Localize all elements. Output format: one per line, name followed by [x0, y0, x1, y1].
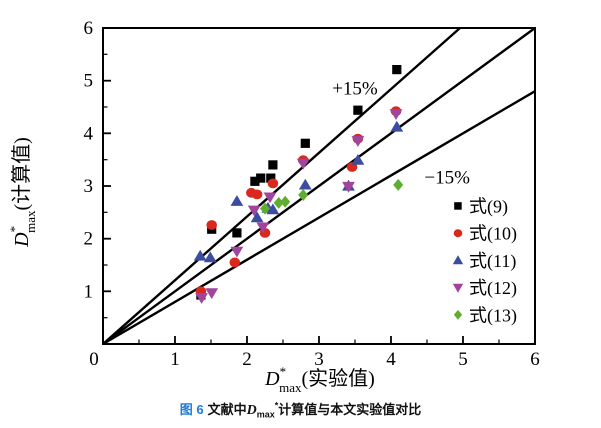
figure-number: 图 6: [179, 402, 204, 417]
point-eq11: [203, 251, 217, 263]
y-tick-label: 3: [84, 176, 94, 197]
ref-line-minus15: [102, 90, 536, 346]
legend-label-eq11: 式(11): [469, 251, 516, 272]
ref-line-label-plus15: +15%: [332, 79, 378, 100]
legend-item-eq9: 式(9): [454, 197, 508, 218]
point-eq12: [351, 136, 365, 147]
point-eq10: [206, 220, 217, 230]
point-eq9: [268, 160, 278, 170]
x-tick-label: 5: [458, 349, 468, 370]
y-tick-label: 5: [84, 71, 94, 92]
legend-marker-eq9: [454, 202, 462, 210]
point-eq9: [266, 173, 276, 183]
point-eq11: [390, 120, 404, 132]
caption-text-post: 计算值与本文实验值对比: [278, 402, 422, 417]
legend-label-eq13: 式(13): [469, 305, 517, 326]
point-eq12: [256, 222, 270, 234]
ref-line-label-minus15: −15%: [424, 168, 470, 189]
legend: 式(9) 式(10) 式(11) 式(12) 式(13): [452, 197, 517, 326]
point-eq9: [300, 138, 310, 148]
x-tick-label: 6: [530, 349, 540, 370]
caption-text-pre: 文献中: [207, 402, 247, 417]
y-tick-label: 4: [84, 123, 94, 144]
point-eq13: [298, 189, 309, 201]
series-eq9: [196, 65, 402, 300]
legend-item-eq13: 式(13): [453, 305, 517, 326]
point-eq11: [351, 154, 365, 165]
series-eq13: [260, 178, 404, 215]
legend-item-eq12: 式(12): [452, 278, 517, 299]
point-eq9: [392, 65, 402, 75]
y-axis-label: D*max(计算值): [7, 137, 38, 248]
caption-variable: D: [246, 403, 257, 418]
point-eq9: [250, 176, 260, 186]
point-eq12: [263, 192, 277, 204]
point-eq11: [298, 178, 312, 190]
point-eq11: [193, 249, 207, 261]
legend-label-eq9: 式(9): [469, 197, 508, 218]
x-tick-label: 3: [314, 349, 324, 370]
caption-variable-sup: *: [274, 400, 279, 411]
x-tick-label: 1: [170, 349, 180, 370]
y-tick-label: 1: [84, 281, 94, 302]
legend-item-eq11: 式(11): [452, 251, 516, 272]
point-eq12: [296, 158, 310, 170]
point-eq10: [267, 178, 279, 189]
legend-marker-eq11: [452, 255, 464, 265]
x-tick-label: 4: [386, 349, 396, 370]
y-tick-label: 6: [84, 18, 94, 39]
point-eq10: [251, 189, 263, 200]
point-eq10: [229, 257, 241, 268]
point-eq9: [353, 105, 363, 115]
point-eq13: [260, 202, 270, 215]
series-eq12: [195, 109, 403, 304]
point-eq13: [280, 195, 291, 208]
x-tick-label: 2: [242, 349, 252, 370]
legend-marker-eq12: [452, 283, 464, 293]
point-eq12: [342, 181, 355, 193]
legend-marker-eq13: [453, 309, 463, 320]
point-eq12: [205, 288, 219, 300]
legend-label-eq10: 式(10): [469, 224, 517, 245]
point-eq11: [250, 211, 264, 223]
point-eq11: [230, 195, 244, 206]
ref-line-plus15: [102, 27, 461, 345]
point-eq12: [389, 109, 403, 120]
figure-caption: 图 6 文献中Dmax*计算值与本文实验值对比: [0, 399, 601, 420]
point-eq9: [232, 228, 242, 238]
x-axis-label: D* max(实验值): [264, 364, 375, 395]
caption-variable-sub: max: [256, 409, 275, 420]
ref-line-unity: [102, 27, 536, 345]
point-eq13: [273, 196, 284, 209]
series-eq11: [193, 120, 404, 263]
point-eq12: [247, 205, 261, 217]
legend-label-eq12: 式(12): [469, 278, 517, 299]
y-tick-label: 2: [84, 229, 94, 250]
point-eq12: [230, 246, 244, 258]
point-eq12: [195, 293, 208, 304]
point-eq11: [266, 203, 280, 215]
legend-marker-eq10: [453, 229, 463, 238]
x-tick-label: 0: [89, 349, 99, 370]
point-eq13: [393, 178, 404, 191]
legend-item-eq10: 式(10): [453, 224, 517, 245]
point-eq9: [256, 173, 266, 183]
